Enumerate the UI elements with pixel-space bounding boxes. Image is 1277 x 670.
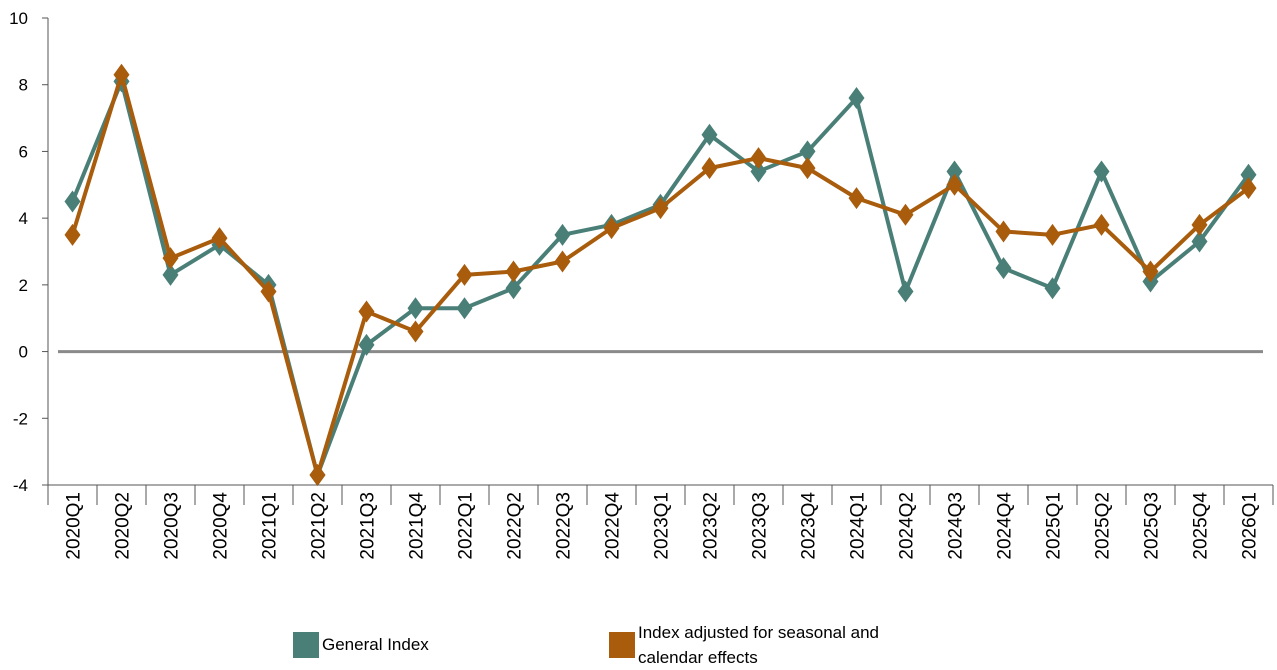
x-tick-label: 2026Q1 xyxy=(1240,492,1261,560)
x-tick-label: 2022Q1 xyxy=(456,492,477,560)
legend-item-adjusted-index: Index adjusted for seasonal and calendar… xyxy=(609,620,929,670)
data-point xyxy=(603,217,620,240)
data-point xyxy=(1240,177,1257,200)
x-tick-label: 2024Q4 xyxy=(995,492,1016,560)
data-point xyxy=(799,157,816,180)
data-point xyxy=(358,300,375,323)
data-point xyxy=(1093,160,1110,183)
legend-swatch-general-index xyxy=(293,632,319,658)
x-tick-label: 2025Q4 xyxy=(1191,492,1212,560)
legend-label-adjusted-index: Index adjusted for seasonal and calendar… xyxy=(638,623,880,667)
data-point xyxy=(848,87,865,110)
data-point xyxy=(897,203,914,226)
x-tick-label: 2020Q1 xyxy=(64,492,85,560)
data-point xyxy=(554,250,571,273)
series-1 xyxy=(64,63,1257,486)
legend-item-general-index: General Index xyxy=(293,620,429,658)
x-tick-label: 2020Q3 xyxy=(162,492,183,560)
x-tick-label: 2021Q1 xyxy=(260,492,281,560)
x-tick-label: 2023Q2 xyxy=(701,492,722,560)
data-point xyxy=(505,277,522,300)
data-point xyxy=(505,260,522,283)
x-axis: 2020Q1 2020Q2 2020Q3 2020Q4 2021Q1 2021Q2 2021… xyxy=(47,484,1274,560)
data-point xyxy=(358,333,375,356)
y-axis: -4 -2 0 2 4 6 8 10 xyxy=(9,9,49,495)
y-tick-label: 6 xyxy=(19,142,28,161)
data-point xyxy=(113,63,130,86)
data-point xyxy=(897,280,914,303)
data-point xyxy=(1044,223,1061,246)
series-0 xyxy=(64,70,1257,486)
data-point xyxy=(260,280,277,303)
data-point xyxy=(1142,260,1159,283)
x-tick-label: 2023Q3 xyxy=(750,492,771,560)
data-point xyxy=(162,263,179,286)
x-tick-label: 2023Q4 xyxy=(799,492,820,560)
x-tick-label: 2022Q2 xyxy=(505,492,526,560)
y-tick-label: -4 xyxy=(13,476,28,495)
y-tick-label: 10 xyxy=(9,9,28,28)
series-group xyxy=(64,63,1257,486)
data-point xyxy=(554,223,571,246)
data-point xyxy=(995,220,1012,243)
data-point xyxy=(701,157,718,180)
data-point xyxy=(799,140,816,163)
legend-swatch-adjusted-index xyxy=(609,632,635,658)
legend: General Index Index adjusted for seasona… xyxy=(0,620,1277,668)
series-line xyxy=(70,72,1250,477)
data-point xyxy=(848,187,865,210)
data-point xyxy=(456,263,473,286)
data-point xyxy=(946,160,963,183)
series-line xyxy=(70,79,1251,477)
y-tick-label: 4 xyxy=(19,209,28,228)
data-point xyxy=(1191,230,1208,253)
x-tick-label: 2020Q4 xyxy=(211,492,232,560)
x-tick-label: 2022Q4 xyxy=(603,492,624,560)
data-point xyxy=(750,160,767,183)
x-tick-label: 2025Q3 xyxy=(1142,492,1163,560)
data-point xyxy=(407,297,424,320)
y-tick-label: -2 xyxy=(13,409,28,428)
x-tick-label: 2021Q3 xyxy=(358,492,379,560)
x-tick-label: 2025Q1 xyxy=(1044,492,1065,560)
data-point xyxy=(211,227,228,250)
data-point xyxy=(995,257,1012,280)
y-tick-label: 8 xyxy=(19,76,28,95)
data-point xyxy=(162,247,179,270)
x-tick-label: 2022Q3 xyxy=(554,492,575,560)
data-point xyxy=(64,223,81,246)
x-tick-label: 2023Q1 xyxy=(652,492,673,560)
legend-label-general-index: General Index xyxy=(322,635,429,654)
data-point xyxy=(1240,163,1257,186)
x-tick-label: 2024Q2 xyxy=(897,492,918,560)
data-point xyxy=(1044,277,1061,300)
data-point xyxy=(946,173,963,196)
y-tick-label: 2 xyxy=(19,276,28,295)
data-point xyxy=(309,463,326,486)
data-point xyxy=(456,297,473,320)
x-tick-label: 2021Q4 xyxy=(407,492,428,560)
data-point xyxy=(1093,213,1110,236)
data-point xyxy=(701,123,718,146)
x-tick-label: 2020Q2 xyxy=(113,492,134,560)
x-tick-label: 2025Q2 xyxy=(1093,492,1114,560)
data-point xyxy=(652,197,669,220)
x-tick-label: 2024Q3 xyxy=(946,492,967,560)
data-point xyxy=(407,320,424,343)
data-point xyxy=(1191,213,1208,236)
x-tick-label: 2021Q2 xyxy=(309,492,330,560)
data-point xyxy=(64,190,81,213)
y-tick-label: 0 xyxy=(19,343,28,362)
data-point xyxy=(750,147,767,170)
x-tick-label: 2024Q1 xyxy=(848,492,869,560)
